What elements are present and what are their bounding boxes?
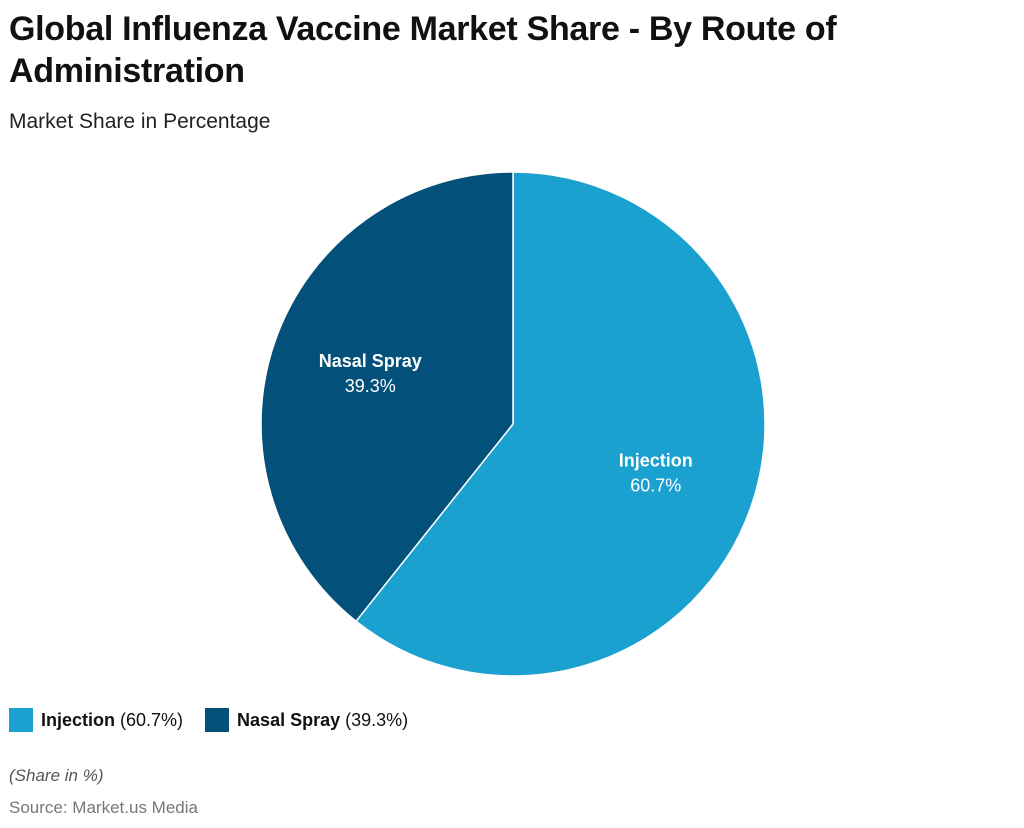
chart: Injection 60.7% Nasal Spray 39.3% <box>260 171 766 677</box>
slice-value-label: 60.7% <box>630 476 681 496</box>
note: (Share in %) <box>9 766 104 785</box>
source: Source: Market.us Media <box>9 798 198 817</box>
chart-title: Global Influenza Vaccine Market Share - … <box>9 10 837 90</box>
slice-category-label: Nasal Spray <box>319 351 422 371</box>
legend-label: Injection <box>41 709 116 730</box>
legend-swatch <box>9 708 33 732</box>
slice-value-label: 39.3% <box>345 376 396 396</box>
chart-subtitle: Market Share in Percentage <box>9 110 271 133</box>
pie-slice <box>355 171 766 677</box>
legend-swatch <box>205 708 230 732</box>
legend: Injection (60.7%) Nasal Spray (39.3%) <box>9 708 408 732</box>
legend-value: (60.7%) <box>120 709 184 730</box>
legend-value: (39.3%) <box>345 709 409 730</box>
slice-category-label: Injection <box>619 451 693 471</box>
legend-item: Nasal Spray (39.3%) <box>205 708 408 732</box>
legend-label: Nasal Spray <box>237 709 341 730</box>
legend-item: Injection (60.7%) <box>9 708 183 732</box>
pie-slice <box>260 171 514 623</box>
